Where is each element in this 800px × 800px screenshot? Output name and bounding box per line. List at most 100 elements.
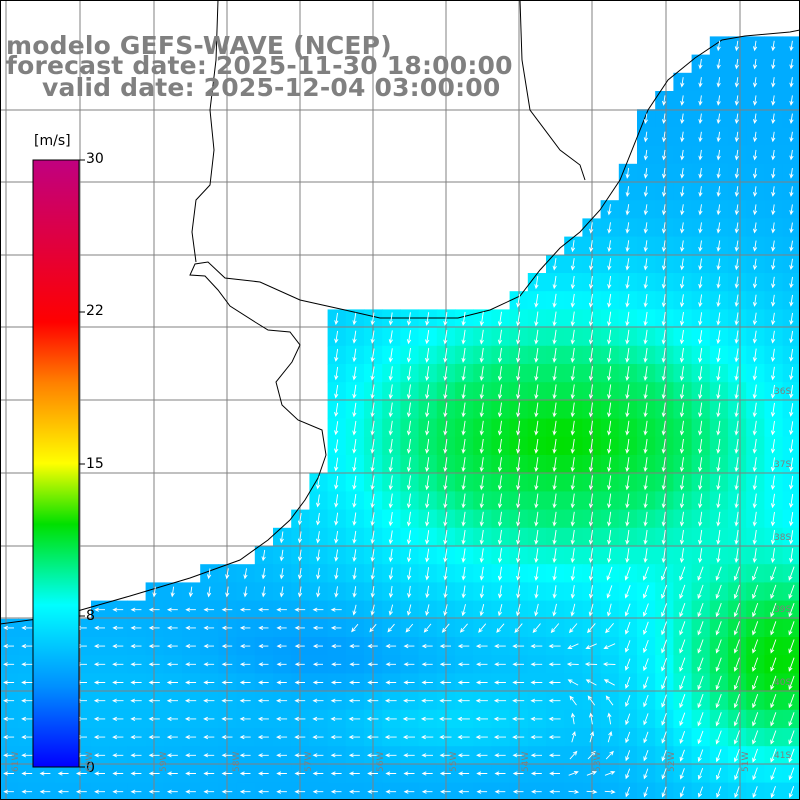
wind-arrow — [512, 698, 525, 703]
wind-arrow — [752, 149, 758, 161]
wind-arrow — [370, 549, 375, 563]
wind-arrow — [698, 95, 703, 106]
wind-arrow — [679, 639, 686, 654]
wind-arrow — [479, 457, 484, 473]
wind-arrow — [716, 186, 721, 198]
wind-arrow — [548, 753, 561, 758]
wind-arrow — [425, 475, 430, 491]
wind-arrow — [789, 113, 794, 125]
lon-label: 55W — [449, 751, 459, 772]
wind-arrow — [716, 511, 721, 527]
wind-arrow — [348, 734, 361, 740]
wind-arrow — [643, 768, 649, 780]
colorbar-tick-label: 8 — [86, 608, 95, 624]
wind-arrow — [625, 493, 630, 509]
wind-arrow — [57, 789, 69, 794]
wind-arrow — [625, 167, 630, 179]
wind-arrow — [697, 621, 704, 636]
wind-arrow — [534, 347, 539, 363]
wind-arrow — [698, 475, 703, 491]
wind-arrow — [94, 625, 105, 631]
wind-arrow — [771, 276, 776, 289]
wind-arrow — [789, 149, 794, 161]
wind-arrow — [788, 584, 795, 600]
wind-arrow — [512, 643, 525, 649]
wind-arrow — [352, 512, 357, 526]
wind-arrow — [661, 657, 668, 672]
wind-arrow — [752, 675, 759, 691]
wind-arrow — [352, 384, 357, 399]
wind-arrow — [643, 658, 649, 672]
wind-arrow — [698, 548, 703, 564]
wind-arrow — [643, 366, 648, 382]
wind-arrow — [548, 662, 561, 667]
wind-arrow — [698, 493, 703, 509]
wind-arrow — [643, 294, 648, 308]
wind-arrow — [425, 366, 430, 382]
wind-arrow — [679, 786, 685, 798]
wind-arrow — [716, 330, 721, 345]
wind-arrow — [334, 330, 339, 344]
colorbar — [32, 159, 80, 768]
lon-label: 56W — [376, 751, 386, 772]
wind-arrow — [552, 293, 557, 308]
wind-arrow — [493, 734, 506, 740]
wind-arrow — [625, 548, 630, 564]
wind-arrow — [607, 240, 612, 253]
wind-arrow — [679, 731, 686, 744]
wind-arrow — [534, 529, 539, 545]
wind-arrow — [239, 698, 251, 703]
wind-arrow — [679, 675, 686, 691]
wind-arrow — [112, 734, 124, 740]
wind-arrow — [443, 312, 448, 326]
wind-arrow — [570, 258, 576, 271]
wind-arrow — [789, 312, 794, 326]
wind-arrow — [476, 771, 488, 776]
wind-arrow — [330, 607, 342, 612]
wind-arrow — [549, 771, 560, 776]
wind-arrow — [312, 734, 324, 740]
wind-arrow — [716, 529, 721, 545]
wind-arrow — [406, 475, 412, 491]
wind-arrow — [512, 662, 524, 667]
wind-arrow — [148, 716, 160, 722]
wind-arrow — [185, 607, 196, 612]
wind-arrow — [312, 662, 323, 667]
wind-arrow — [534, 438, 539, 454]
wind-arrow — [297, 549, 303, 562]
wind-arrow — [788, 730, 795, 745]
wind-arrow — [625, 240, 630, 253]
wind-arrow — [789, 475, 794, 490]
wind-arrow — [475, 716, 488, 722]
wind-arrow — [367, 771, 378, 776]
wind-arrow — [643, 548, 648, 564]
wind-arrow — [789, 58, 794, 70]
wind-arrow — [534, 457, 539, 473]
wind-arrow — [733, 621, 740, 636]
wind-arrow — [388, 548, 393, 563]
wind-arrow — [530, 734, 543, 740]
wind-arrow — [479, 347, 484, 363]
wind-arrow — [625, 420, 630, 436]
country-border — [191, 0, 219, 263]
wind-arrow — [221, 662, 233, 667]
wind-arrow — [425, 312, 430, 326]
wind-arrow — [388, 475, 393, 491]
lat-label: 40S — [774, 678, 792, 688]
wind-arrow — [552, 457, 557, 473]
wind-arrow — [497, 603, 503, 617]
wind-arrow — [148, 771, 160, 776]
wind-arrow — [425, 438, 430, 454]
wind-arrow — [534, 566, 539, 581]
wind-arrow — [789, 330, 794, 344]
wind-arrow — [443, 347, 448, 363]
wind-arrow — [443, 438, 448, 454]
wind-arrow — [752, 420, 757, 436]
wind-arrow — [570, 603, 576, 617]
wind-arrow — [388, 493, 393, 509]
wind-arrow — [607, 276, 612, 290]
wind-arrow — [568, 770, 579, 776]
wind-arrow — [461, 548, 466, 563]
wind-arrow — [130, 771, 142, 776]
wind-arrow — [661, 222, 667, 234]
